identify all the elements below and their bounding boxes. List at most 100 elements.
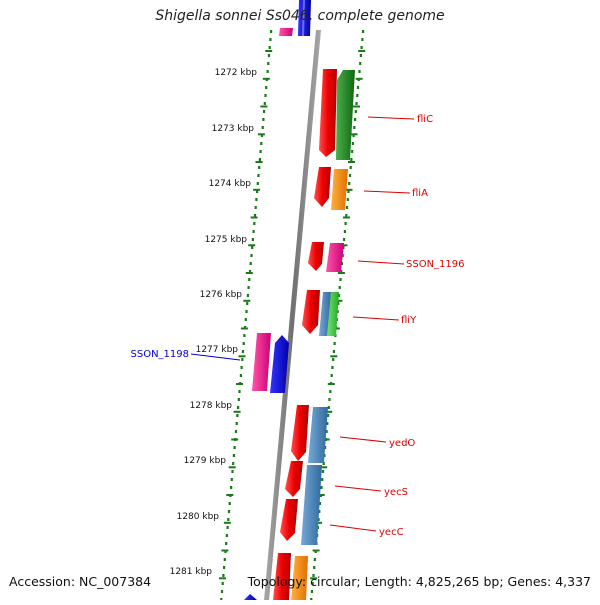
boundary-dot [223, 566, 226, 569]
gene-label-SSON_1198[interactable]: SSON_1198 [131, 349, 190, 360]
gene-arrow-orange[interactable] [331, 169, 348, 210]
tick-dash [353, 105, 361, 108]
gene-arrow-lightgreen[interactable] [327, 292, 339, 336]
boundary-dot [254, 206, 257, 209]
tick-dash [257, 133, 265, 136]
boundary-dot [248, 278, 251, 281]
boundary-dot [321, 478, 324, 481]
feature-arrow[interactable] [279, 28, 293, 36]
gene-label-yedO[interactable]: yedO [389, 438, 415, 449]
boundary-dot [360, 46, 363, 49]
gene-arrow-pink[interactable] [326, 243, 344, 272]
gene-arrow-steel-yecS[interactable] [301, 465, 322, 545]
boundary-dot [310, 590, 314, 593]
gene-arrow-fliY[interactable] [302, 290, 320, 334]
tick-dash [312, 549, 320, 552]
gene-label-yecC[interactable]: yecC [379, 527, 404, 538]
boundary-dot [253, 222, 256, 225]
gene-arrow-yecC[interactable] [280, 499, 298, 541]
gene-arrow-SSON_1198[interactable] [270, 335, 289, 393]
tick-dash [243, 299, 251, 302]
boundary-dot [235, 422, 238, 425]
boundary-dot [359, 54, 362, 57]
label-leaders [329, 116, 415, 532]
tick-dash [245, 272, 253, 274]
boundary-dot [237, 398, 240, 401]
tick-dash [345, 188, 353, 191]
gene-label-fliY[interactable]: fliY [401, 315, 417, 326]
feature-arrow[interactable] [298, 0, 311, 36]
boundary-dot [250, 254, 253, 257]
gene-arrow-green[interactable] [336, 70, 355, 160]
gene-arrow-partial-orange[interactable] [291, 556, 308, 600]
tick-dash [327, 383, 335, 385]
tick-dash [317, 494, 325, 496]
tick-dash [355, 77, 363, 80]
boundary-dot [232, 454, 235, 457]
tick-dash [238, 355, 246, 358]
boundary-dot [248, 270, 252, 273]
boundary-dot [255, 198, 258, 201]
gene-arrow-SSON_1198-pink[interactable] [252, 333, 271, 391]
boundary-dot [239, 374, 242, 377]
gene-arrows [244, 69, 355, 600]
boundary-dot [231, 470, 234, 473]
tick-dash [253, 188, 261, 191]
gene-arrow-partial-blue[interactable] [244, 594, 257, 600]
boundary-dot [337, 302, 340, 305]
boundary-dot [332, 358, 335, 361]
gene-label-fliC[interactable]: fliC [417, 114, 433, 125]
tick-label: 1277 kbp [196, 345, 239, 355]
boundary-dot [347, 190, 350, 193]
boundary-dot [329, 390, 332, 393]
gene-arrow-steel-yedO[interactable] [308, 407, 328, 463]
boundary-dot [349, 166, 352, 169]
tick-dash [250, 216, 258, 219]
boundary-dot [320, 486, 323, 489]
tick-dash [233, 410, 241, 413]
boundary-dot [238, 390, 241, 393]
boundary-dot [257, 174, 260, 177]
tick-label: 1272 kbp [215, 68, 258, 78]
boundary-dot [259, 150, 262, 153]
boundary-dot [359, 62, 362, 65]
tick-dash [330, 355, 338, 358]
gene-label-fliA[interactable]: fliA [412, 188, 428, 199]
boundary-dot [337, 294, 341, 297]
boundary-dot [351, 150, 354, 153]
boundary-dot [226, 526, 229, 529]
gene-arrow-fliC[interactable] [319, 69, 337, 157]
boundary-dot [220, 590, 224, 593]
boundary-dot [230, 486, 233, 489]
tick-dash [221, 549, 229, 552]
boundary-dot [261, 126, 264, 129]
boundary-dot [339, 278, 342, 281]
gene-label-SSON_1196[interactable]: SSON_1196 [406, 259, 465, 270]
gene-label-yecS[interactable]: yecS [384, 487, 408, 498]
tick-label: 1281 kbp [170, 567, 213, 577]
boundary-dot [237, 406, 240, 409]
boundary-dot [356, 94, 359, 97]
tick-dash [335, 299, 343, 302]
gene-arrow-yecS[interactable] [285, 461, 303, 497]
ruler-labels: 1272 kbp 1273 kbp 1274 kbp 1275 kbp 1276… [170, 68, 258, 577]
boundary-dot [236, 414, 239, 417]
gene-arrow-yedO[interactable] [291, 405, 309, 461]
tick-dash [343, 216, 350, 219]
tick-label: 1276 kbp [200, 290, 243, 300]
tick-dash [320, 466, 328, 469]
boundary-dot [240, 366, 243, 369]
boundary-dot [246, 302, 249, 305]
boundary-dot [233, 446, 236, 449]
boundary-dot [311, 582, 314, 585]
boundary-dot [343, 238, 346, 241]
gene-arrow-SSON_1196[interactable] [308, 242, 324, 271]
boundary-dot [361, 38, 364, 41]
tick-dash [337, 272, 345, 274]
boundary-dot [249, 262, 252, 265]
boundary-dot [256, 190, 259, 193]
boundary-dot [356, 86, 360, 89]
gene-arrow-partial[interactable] [273, 553, 291, 600]
gene-arrow-fliA[interactable] [314, 167, 331, 207]
tick-dash [231, 438, 239, 441]
